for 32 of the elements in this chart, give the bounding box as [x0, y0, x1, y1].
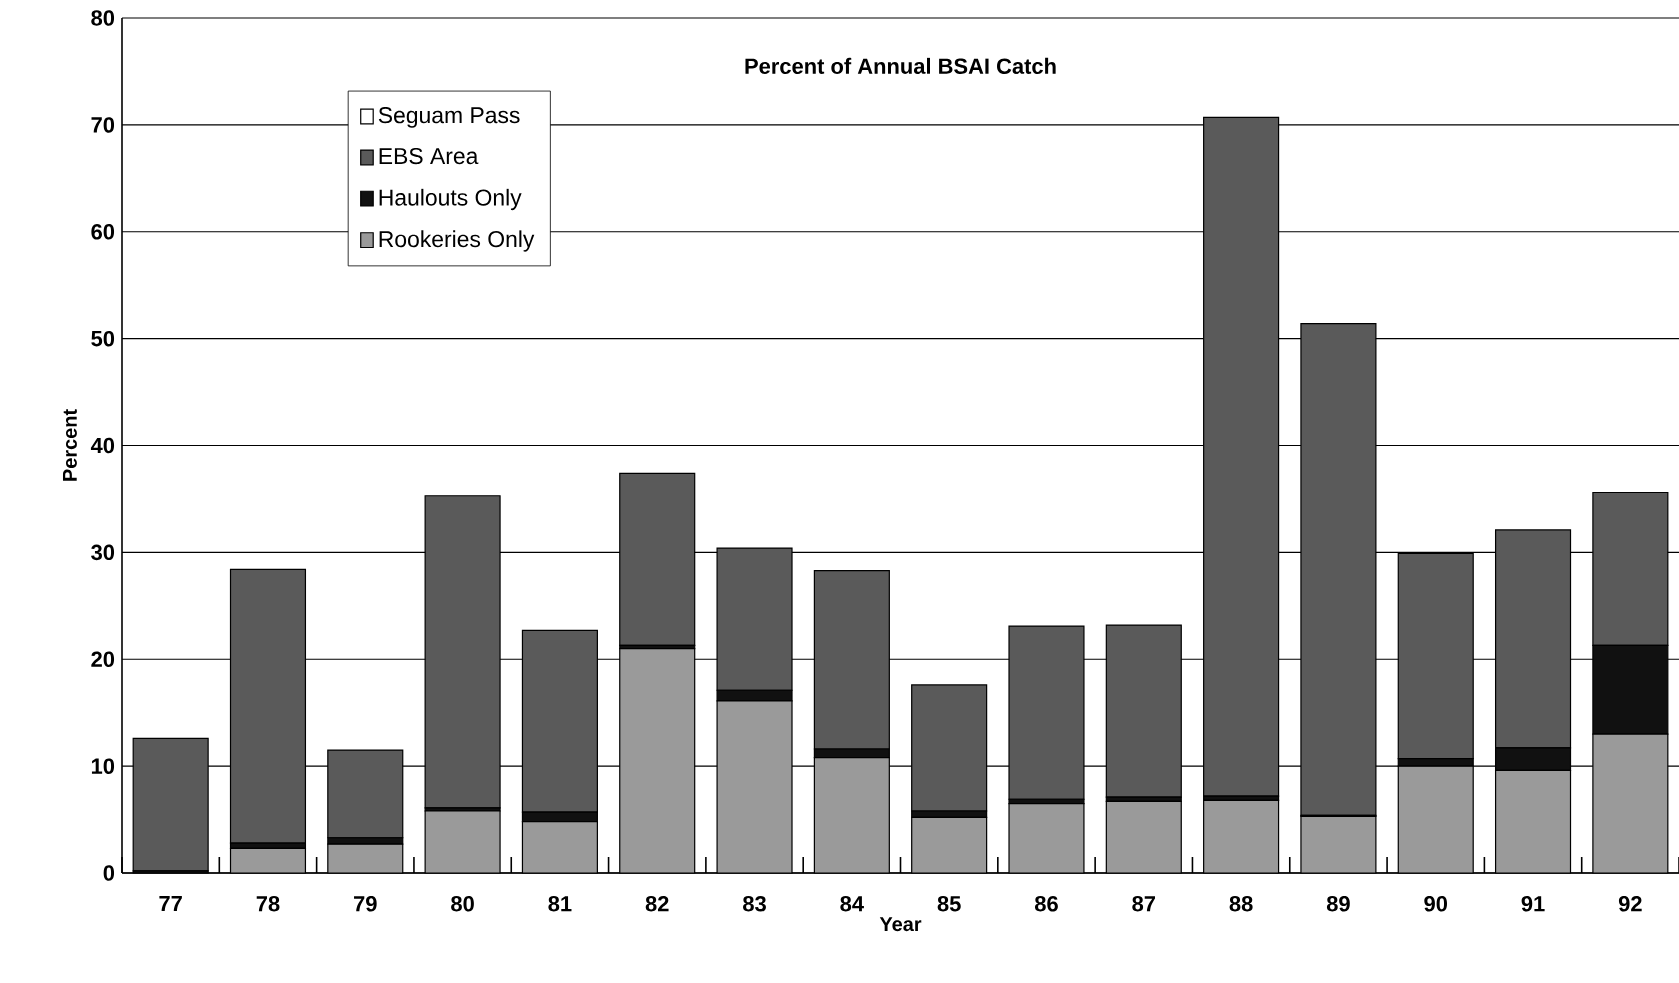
y-tick-label: 0	[103, 865, 115, 881]
y-tick-label: 80	[91, 10, 115, 26]
x-axis-title: Year	[879, 917, 922, 932]
y-axis-title: Percent	[62, 409, 77, 481]
x-tick-label: 80	[451, 896, 474, 912]
x-tick-label: 90	[1424, 896, 1448, 912]
y-tick-label: 30	[91, 544, 115, 561]
x-tick-label: 82	[645, 896, 669, 912]
text: Percent of Annual BSAI Catch	[745, 57, 1056, 74]
x-tick-label: 84	[840, 896, 864, 912]
y-tick-label: 70	[91, 117, 115, 133]
legend-label: Rookeries Only	[379, 230, 535, 252]
x-tick-label: 91	[1521, 896, 1545, 912]
y-tick-label: 40	[90, 437, 115, 454]
x-tick-label: 81	[548, 896, 572, 912]
x-tick-label: 85	[937, 896, 961, 912]
y-tick-label: 20	[91, 651, 115, 668]
x-tick-label: 87	[1132, 896, 1156, 912]
legend-label: Seguam Pass	[378, 107, 520, 128]
legend-label: Haulouts Only	[379, 188, 522, 211]
x-tick-label: 88	[1229, 896, 1253, 912]
x-tick-label: 83	[743, 896, 766, 912]
x-tick-label: 78	[256, 896, 280, 912]
x-tick-label: 77	[159, 896, 182, 912]
x-tick-label: 89	[1326, 896, 1350, 912]
x-tick-label: 86	[1034, 896, 1058, 912]
legend-label: EBS Area	[379, 147, 479, 165]
x-tick-label: 79	[354, 896, 377, 912]
x-tick-label: 92	[1618, 896, 1642, 912]
y-tick-label: 60	[91, 224, 115, 240]
y-tick-label: 50	[91, 330, 115, 347]
y-tick-label: 10	[91, 758, 115, 774]
